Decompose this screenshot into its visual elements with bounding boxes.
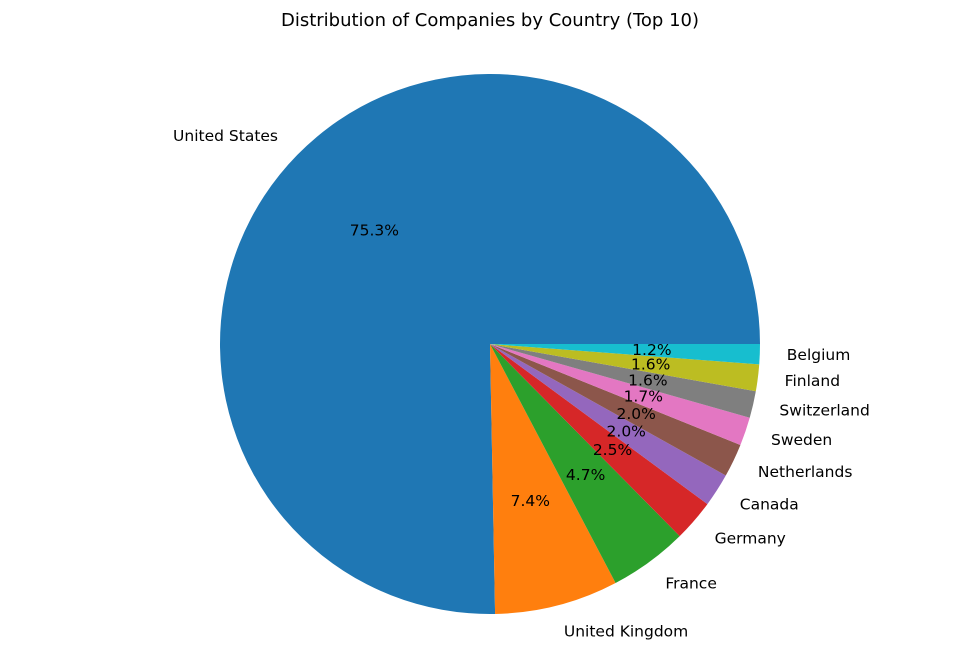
- slice-label-finland: Finland: [785, 372, 840, 390]
- slice-label-canada: Canada: [740, 496, 799, 514]
- percentage-labels: 75.3%7.4%4.7%2.5%2.0%2.0%1.7%1.6%1.6%1.2…: [350, 222, 672, 510]
- pct-label-sweden: 1.7%: [624, 387, 663, 405]
- slice-label-france: France: [665, 575, 717, 593]
- pct-label-united-kingdom: 7.4%: [511, 492, 550, 510]
- chart-title: Distribution of Companies by Country (To…: [281, 10, 699, 31]
- pie-slice-united-kingdom: [490, 344, 616, 614]
- pie-slice-belgium: [490, 344, 760, 365]
- pct-label-germany: 2.5%: [593, 441, 632, 459]
- pie-slice-canada: [490, 344, 726, 505]
- slice-label-germany: Germany: [715, 529, 786, 547]
- pie-slice-sweden: [490, 344, 750, 445]
- pie-slice-france: [490, 344, 680, 584]
- pct-label-canada: 2.0%: [607, 423, 646, 441]
- slice-label-united-states: United States: [173, 127, 278, 145]
- slice-label-sweden: Sweden: [771, 431, 832, 449]
- pct-label-switzerland: 1.6%: [628, 371, 667, 389]
- pie-slice-netherlands: [490, 344, 741, 476]
- slice-label-switzerland: Switzerland: [779, 402, 869, 420]
- slice-label-united-kingdom: United Kingdom: [564, 623, 688, 641]
- pie-slice-united-states: [220, 73, 761, 614]
- pct-label-france: 4.7%: [566, 466, 605, 484]
- slice-labels: United States United Kingdom France Germany…: [173, 127, 870, 641]
- pie-slice-finland: [490, 344, 760, 392]
- pct-label-netherlands: 2.0%: [616, 405, 655, 423]
- pie-slice-switzerland: [490, 344, 756, 418]
- pct-label-finland: 1.6%: [631, 355, 670, 373]
- pct-label-belgium: 1.2%: [632, 341, 671, 359]
- slice-label-netherlands: Netherlands: [758, 463, 852, 481]
- pct-label-united-states: 75.3%: [350, 222, 399, 240]
- pie-slice-germany: [490, 344, 708, 537]
- pie-slices: [220, 73, 761, 614]
- slice-label-belgium: Belgium: [787, 346, 851, 364]
